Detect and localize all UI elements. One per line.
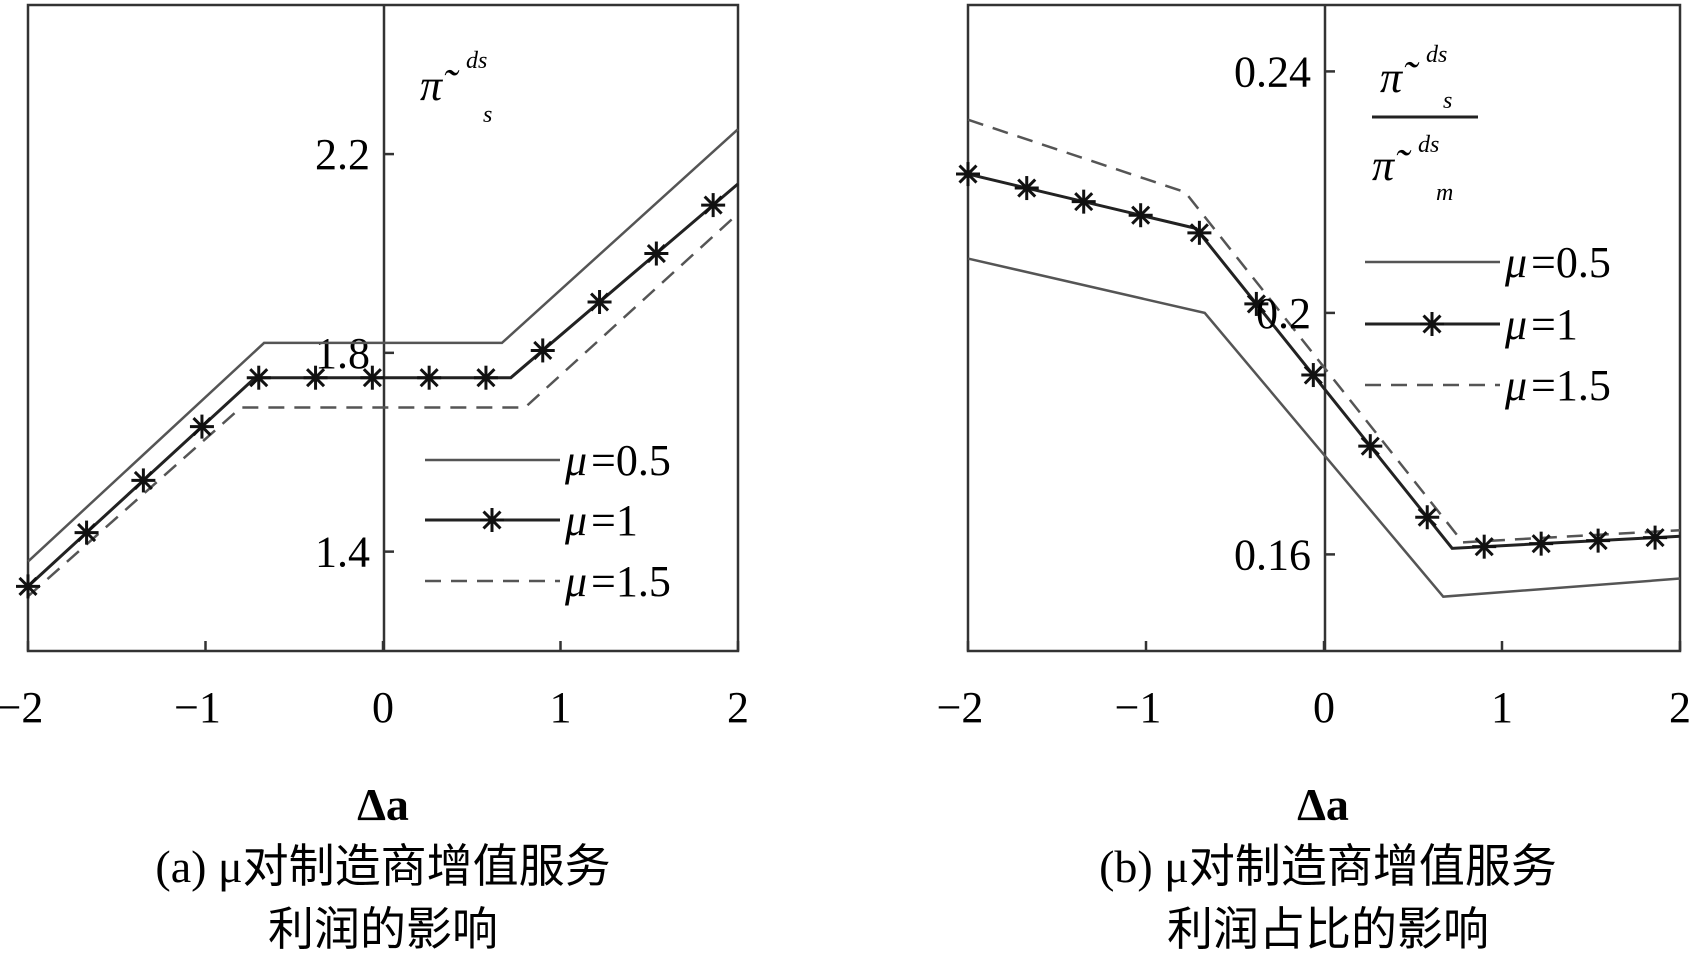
ylabel-a: π̃ ds s bbox=[420, 48, 492, 128]
ytick-label-a-2: 2.2 bbox=[315, 130, 370, 179]
xtick-label-b-0: −2 bbox=[937, 683, 984, 732]
data-point-b-3 bbox=[1128, 203, 1153, 228]
xtick-label-b-4: 2 bbox=[1669, 683, 1689, 732]
xtick-label-b-2: 0 bbox=[1313, 683, 1335, 732]
data-point-b-10 bbox=[1529, 531, 1554, 556]
data-point-a-0 bbox=[16, 574, 40, 599]
legend-a: μ =0.5 μ =1 μ =1.5 bbox=[418, 425, 734, 625]
ylabel-b-den-sub: m bbox=[1436, 180, 1453, 206]
ytick-label-b-1: 0.2 bbox=[1256, 289, 1311, 338]
panel-b: 0.16 0.2 0.24 −2 −1 0 1 2 π̃ ds s π̃ ds m μ =0… bbox=[937, 3, 1689, 955]
legend-b-mu-2: μ bbox=[1504, 361, 1527, 410]
caption-a-line-0: (a) μ对制造商增值服务 bbox=[155, 841, 610, 892]
xtick-label-a-3: 1 bbox=[550, 683, 572, 732]
series-line-b-2 bbox=[967, 118, 1681, 544]
ylabel-a-sup: ds bbox=[466, 48, 487, 74]
ylabel-b: π̃ ds s π̃ ds m bbox=[1372, 42, 1478, 206]
data-point-b-2 bbox=[1071, 189, 1096, 214]
data-point-a-11 bbox=[644, 241, 669, 266]
data-point-b-12 bbox=[1643, 525, 1668, 550]
legend-a-star bbox=[480, 508, 504, 532]
data-point-b-7 bbox=[1358, 434, 1383, 459]
ytick-label-a-0: 1.4 bbox=[315, 528, 370, 577]
legend-b-mu-0: μ bbox=[1504, 238, 1527, 287]
caption-b-line-0: (b) μ对制造商增值服务 bbox=[1099, 841, 1557, 892]
ytick-label-b-2: 0.24 bbox=[1234, 47, 1311, 96]
series-line-a-0 bbox=[27, 128, 739, 563]
data-point-a-8 bbox=[473, 365, 498, 390]
data-point-a-4 bbox=[246, 365, 271, 390]
xlabel-b: Δa bbox=[1297, 779, 1349, 830]
data-point-b-1 bbox=[1014, 176, 1039, 201]
data-point-b-11 bbox=[1586, 528, 1611, 553]
series-line-b-0 bbox=[967, 257, 1681, 598]
data-point-b-8 bbox=[1415, 505, 1440, 530]
xlabel-a: Δa bbox=[357, 779, 409, 830]
legend-b-label-1: =1 bbox=[1531, 300, 1578, 349]
ytick-label-b-0: 0.16 bbox=[1234, 530, 1311, 579]
legend-b-marker-1 bbox=[1420, 312, 1444, 336]
xtick-label-a-0: −2 bbox=[0, 683, 43, 732]
legend-a-mu-2: μ bbox=[564, 557, 587, 606]
data-point-b-9 bbox=[1472, 534, 1497, 559]
legend-b-label-0: =0.5 bbox=[1531, 238, 1611, 287]
panel-a: 1.41.82.2 −2 −1 0 1 2 π̃ ds s μ =0.5 μ =1 μ … bbox=[0, 3, 749, 955]
ylabel-b-num-sub: s bbox=[1443, 88, 1452, 114]
legend-a-label-2: =1.5 bbox=[591, 557, 671, 606]
ylabel-a-sub: s bbox=[483, 102, 492, 128]
legend-a-label-0: =0.5 bbox=[591, 436, 671, 485]
caption-a-line-1: 利润的影响 bbox=[268, 904, 498, 955]
ylabel-b-den-sup: ds bbox=[1418, 132, 1439, 158]
legend-b: μ =0.5 μ =1 μ =1.5 bbox=[1365, 238, 1611, 410]
data-point-a-12 bbox=[701, 193, 726, 218]
data-point-b-6 bbox=[1301, 363, 1326, 388]
xtick-label-a-2: 0 bbox=[372, 683, 394, 732]
caption-b-line-1: 利润占比的影响 bbox=[1167, 904, 1489, 955]
xtick-label-b-3: 1 bbox=[1491, 683, 1513, 732]
series-line-a-2 bbox=[27, 212, 739, 598]
data-point-a-10 bbox=[587, 289, 612, 314]
ylabel-b-den-symbol: π̃ bbox=[1372, 141, 1412, 190]
legend-a-mu-0: μ bbox=[564, 436, 587, 485]
data-point-a-9 bbox=[530, 338, 555, 363]
legend-a-marker-1 bbox=[480, 508, 504, 532]
data-point-a-3 bbox=[189, 414, 214, 439]
ylabel-b-num-symbol: π̃ bbox=[1380, 53, 1420, 102]
data-point-a-1 bbox=[74, 520, 99, 545]
xtick-label-a-4: 2 bbox=[727, 683, 749, 732]
legend-a-label-1: =1 bbox=[591, 496, 638, 545]
xtick-label-a-1: −1 bbox=[174, 683, 221, 732]
data-point-a-2 bbox=[131, 468, 156, 493]
data-point-b-4 bbox=[1187, 220, 1212, 245]
ylabel-b-num-sup: ds bbox=[1426, 42, 1447, 68]
data-point-a-6 bbox=[360, 365, 385, 390]
data-point-a-7 bbox=[417, 365, 442, 390]
ylabel-a-symbol: π̃ bbox=[420, 61, 460, 110]
legend-a-bg bbox=[418, 425, 734, 625]
legend-a-mu-1: μ bbox=[564, 496, 587, 545]
xtick-label-b-1: −1 bbox=[1115, 683, 1162, 732]
data-point-b-0 bbox=[956, 162, 980, 187]
legend-b-star bbox=[1420, 312, 1444, 336]
legend-b-mu-1: μ bbox=[1504, 300, 1527, 349]
data-point-b-5 bbox=[1244, 291, 1269, 316]
data-point-a-5 bbox=[303, 365, 328, 390]
legend-b-label-2: =1.5 bbox=[1531, 361, 1611, 410]
